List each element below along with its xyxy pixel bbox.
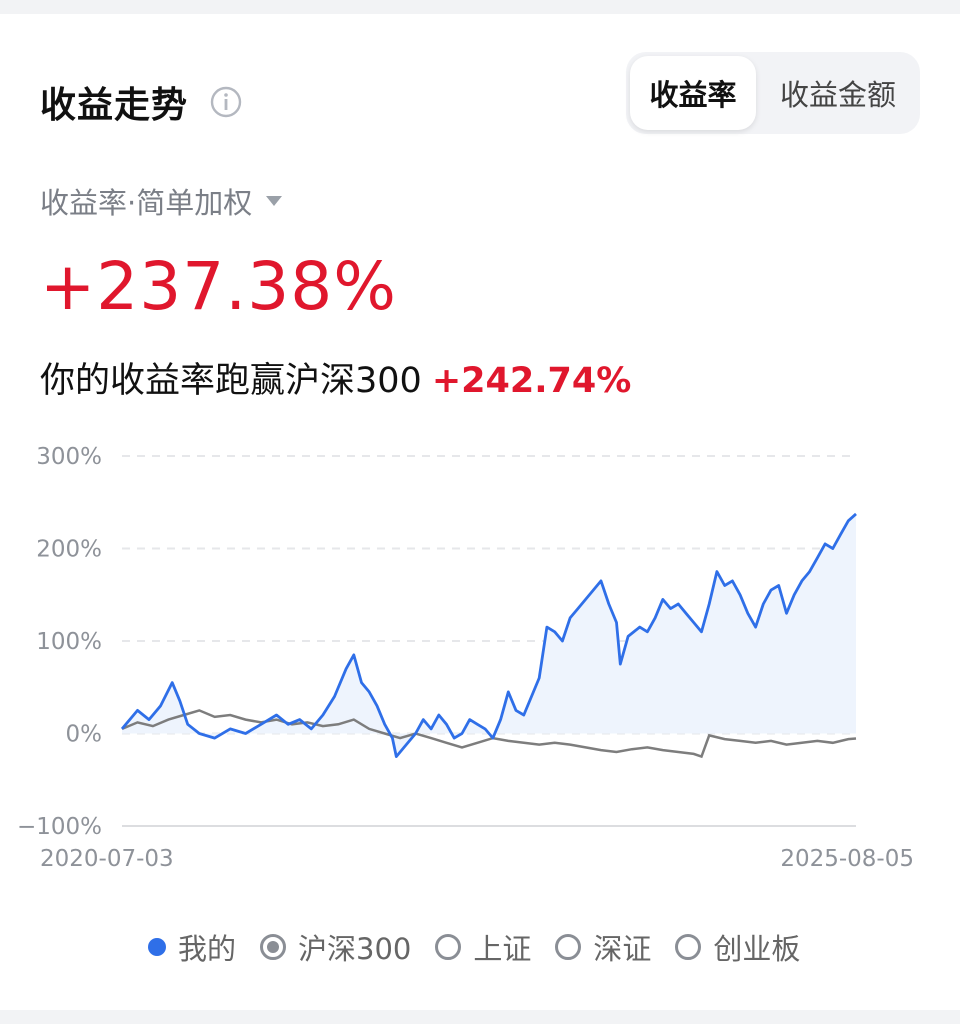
card-title: 收益走势 [40,85,189,126]
legend-item-shanghai[interactable]: 上证 [435,926,531,968]
chart-legend: 我的 沪深300 上证 深证 创业板 [148,926,824,968]
x-tick-end: 2025-08-05 [780,846,914,872]
return-line-chart: 300% 200% 100% 0% −100% 2020-07-03 2025-08-0… [17,444,914,872]
legend-item-hs300[interactable]: 沪深300 [260,926,411,968]
mode-segmented-control: 收益率 收益金额 [626,52,920,134]
y-tick-label: 0% [66,722,103,748]
legend-item-chinext[interactable]: 创业板 [675,926,800,968]
y-tick-label: 100% [36,629,102,655]
y-tick-label: 300% [36,444,102,470]
comparison-diff: +242.74% [431,361,632,401]
metric-selector-label: 收益率·简单加权 [40,186,253,220]
series-line-benchmark [121,709,857,759]
series-line-my-return [120,512,857,758]
benchmark-comparison: 你的收益率跑赢沪深300 +242.74% [40,352,631,403]
earnings-trend-card [0,14,960,1010]
y-axis-labels: 300% 200% 100% 0% −100% [17,444,102,840]
info-icon[interactable] [210,86,242,118]
legend-item-shenzhen[interactable]: 深证 [555,926,651,968]
legend-label: 创业板 [713,932,801,966]
y-tick-label: −100% [17,814,102,840]
legend-item-mine[interactable]: 我的 [148,926,236,968]
caret-down-icon [266,196,283,206]
radio-checked-icon [260,934,287,960]
segment-return-amount[interactable]: 收益金额 [779,78,896,112]
legend-dot-icon [148,938,166,956]
legend-label: 我的 [178,932,237,966]
radio-icon [555,934,582,960]
comparison-text: 你的收益率跑赢沪深300 [40,361,422,401]
radio-icon [675,934,702,960]
x-tick-start: 2020-07-03 [40,846,174,872]
y-tick-label: 200% [36,537,102,563]
legend-label: 深证 [593,932,652,966]
total-return-value: +237.38% [40,248,397,325]
metric-selector[interactable]: 收益率·简单加权 [40,180,283,222]
legend-label: 上证 [473,932,532,966]
my-return-area [122,513,856,757]
legend-label: 沪深300 [298,932,412,966]
card-header: 收益走势 [40,76,242,128]
radio-icon [435,934,462,960]
segment-return-rate[interactable]: 收益率 [630,56,756,130]
